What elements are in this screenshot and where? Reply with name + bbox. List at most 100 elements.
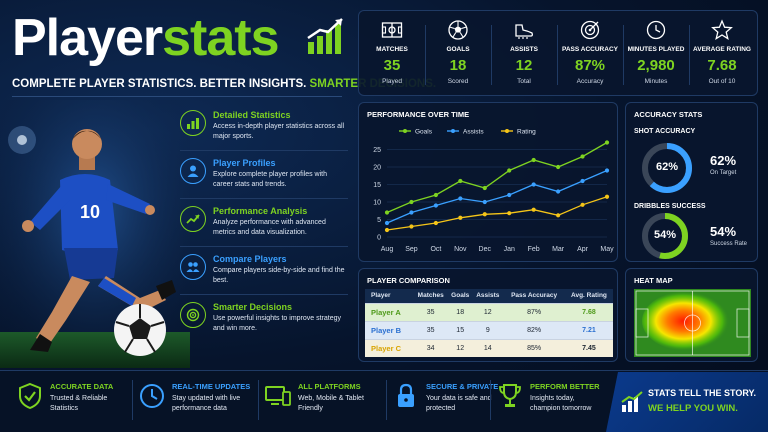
jersey-number: 10 xyxy=(80,202,100,222)
series-line-goals xyxy=(386,141,608,214)
feature-divider xyxy=(180,198,348,199)
stat-value: 12 xyxy=(515,57,533,74)
x-tick-label: Feb xyxy=(528,246,540,253)
data-point-rating xyxy=(384,227,390,233)
data-point-goals xyxy=(433,192,438,198)
data-point-goals xyxy=(556,164,561,170)
y-tick-label: 10 xyxy=(373,200,381,207)
users-icon xyxy=(180,254,206,280)
cell-assists: 14 xyxy=(472,338,504,357)
bar-chart-icon xyxy=(180,110,206,136)
x-tick-label: Apr xyxy=(577,246,589,253)
stat-label: MINUTES PLAYED xyxy=(627,46,685,53)
data-point-assists xyxy=(384,220,390,226)
cta-banner[interactable]: STATS TELL THE STORY. WE HELP YOU WIN. xyxy=(606,372,768,432)
x-tick-label: Jan xyxy=(504,246,515,253)
legend-label: Rating xyxy=(517,129,536,136)
data-point-assists xyxy=(556,189,561,194)
cell-assists: 9 xyxy=(472,320,504,339)
stat-label: MATCHES xyxy=(376,46,408,53)
footer-divider xyxy=(386,380,387,420)
comparison-panel: PLAYER COMPARISON Player Matches Goals A… xyxy=(358,268,618,362)
stat-minutes-played: MINUTES PLAYED 2,980 Minutes xyxy=(623,11,689,97)
legend-label: Assists xyxy=(463,129,484,136)
table-row[interactable]: Player B 35 15 9 82% 7.21 xyxy=(365,320,613,339)
data-point-assists xyxy=(531,182,536,187)
stat-sub: Played xyxy=(382,78,402,85)
stat-value: 18 xyxy=(449,57,467,74)
cell-rating: 7.21 xyxy=(564,320,613,339)
stat-sub: Minutes xyxy=(644,78,668,85)
cell-pass-accuracy: 87% xyxy=(503,302,565,321)
feature-desc: Access in-depth player statistics across… xyxy=(213,123,345,140)
legend-label: Goals xyxy=(415,129,433,136)
data-point-rating xyxy=(482,212,487,217)
data-point-rating xyxy=(433,220,438,226)
data-point-goals xyxy=(604,140,610,145)
footer-accurate-data: ACCURATE DATA Trusted & Reliable Statist… xyxy=(16,372,132,428)
pitch-icon xyxy=(381,22,403,38)
footer-desc: Web, Mobile & Tablet Friendly xyxy=(298,395,364,412)
lock-icon xyxy=(398,383,414,407)
data-point-assists xyxy=(458,196,463,201)
footer-desc: Trusted & Reliable Statistics xyxy=(50,395,108,412)
stat-goals: GOALS 18 Scored xyxy=(425,11,491,97)
data-point-assists xyxy=(433,203,438,208)
cell-pass-accuracy: 82% xyxy=(503,320,565,339)
footer-all-platforms: ALL PLATFORMS Web, Mobile & Tablet Frien… xyxy=(264,372,386,428)
table-row[interactable]: Player C 34 12 14 85% 7.45 xyxy=(365,338,613,357)
stat-sub: Accuracy xyxy=(576,78,604,85)
data-point-rating xyxy=(507,211,512,216)
column-header: Goals xyxy=(448,289,473,303)
ball-icon xyxy=(448,20,468,40)
heatmap-title: HEAT MAP xyxy=(634,276,673,285)
legend-marker xyxy=(451,129,455,133)
dribbles-success-value: 54% xyxy=(710,224,737,239)
shot-accuracy-label: SHOT ACCURACY xyxy=(634,128,696,135)
y-tick-label: 25 xyxy=(373,147,381,154)
brand-logo: Playerstats xyxy=(12,8,280,68)
footer-title: ALL PLATFORMS xyxy=(298,382,361,391)
cell-rating: 7.68 xyxy=(564,302,613,321)
stat-sub: Total xyxy=(517,78,531,85)
dribbles-success-arc xyxy=(642,213,688,259)
shot-accuracy-value: 62% xyxy=(710,153,737,168)
stat-label: GOALS xyxy=(446,46,470,53)
data-point-goals xyxy=(507,168,512,173)
footer-divider xyxy=(132,380,133,420)
stat-divider xyxy=(425,25,426,85)
player-name: Player C xyxy=(365,338,414,357)
footer-desc: Stay updated with live performance data xyxy=(172,395,241,412)
tagline-part-1: COMPLETE PLAYER STATISTICS. BETTER INSIG… xyxy=(12,78,307,90)
x-tick-label: Aug xyxy=(381,246,394,253)
feature-desc: Compare players side-by-side and find th… xyxy=(213,267,345,284)
heatmap-panel: HEAT MAP xyxy=(625,268,758,362)
cell-matches: 35 xyxy=(413,302,449,321)
footer-real-time-updates: REAL-TIME UPDATES Stay updated with live… xyxy=(138,372,258,428)
stat-label: ASSISTS xyxy=(510,46,538,53)
footer-divider xyxy=(258,380,259,420)
data-point-rating xyxy=(556,213,561,218)
column-header: Pass Accuracy xyxy=(503,289,565,303)
footer-title: REAL-TIME UPDATES xyxy=(172,382,251,391)
feature-smarter-decisions: Smarter Decisions Use powerful insights … xyxy=(180,302,348,346)
shot-ring-label: 62% xyxy=(655,161,679,173)
y-tick-label: 15 xyxy=(373,182,381,189)
data-point-assists xyxy=(409,210,414,215)
performance-chart: 0 5 10 15 20 25 Aug Sep Oct Nov Dec Jan Feb Mar Apr May… xyxy=(373,129,614,254)
y-tick-label: 20 xyxy=(373,165,381,172)
footer-title: PERFORM BETTER xyxy=(530,382,600,391)
data-point-rating xyxy=(409,224,414,229)
table-row[interactable]: Player A 35 18 12 87% 7.68 xyxy=(365,302,613,321)
stat-divider xyxy=(557,25,558,85)
cell-assists: 12 xyxy=(472,302,504,321)
brand-word-1: Player xyxy=(12,9,163,67)
feature-title: Smarter Decisions xyxy=(213,302,293,312)
data-point-rating xyxy=(580,202,585,207)
accuracy-panel: ACCURACY STATS SHOT ACCURACY 62% 62% On … xyxy=(625,102,758,262)
feature-divider xyxy=(180,150,348,151)
performance-title: PERFORMANCE OVER TIME xyxy=(367,110,470,119)
dribbles-success-ring xyxy=(642,213,688,259)
shot-accuracy-arc xyxy=(642,143,692,193)
x-tick-label: Oct xyxy=(430,246,441,253)
